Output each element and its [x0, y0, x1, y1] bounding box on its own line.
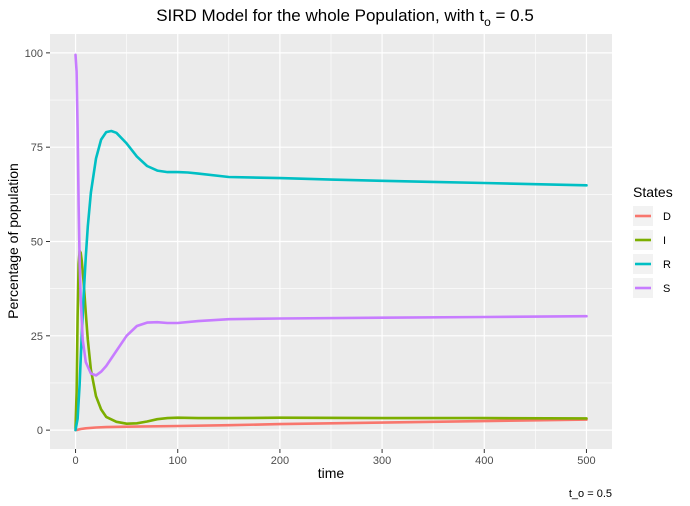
- x-tick-label: 500: [577, 455, 595, 467]
- y-tick-label: 75: [31, 142, 43, 154]
- chart-title-subscript: o: [484, 15, 491, 29]
- y-axis-title: Percentage of population: [5, 163, 21, 319]
- legend-title: States: [633, 184, 673, 200]
- x-axis-title: time: [318, 465, 345, 481]
- legend-label-i: I: [663, 235, 666, 247]
- series-line-r: [74, 129, 588, 432]
- chart-title-suffix: = 0.5: [491, 6, 534, 25]
- series-line-d: [74, 418, 588, 432]
- series-line-s: [74, 53, 588, 377]
- x-tick-label: 400: [475, 455, 493, 467]
- plot-caption: t_o = 0.5: [569, 488, 612, 500]
- x-tick-label: 300: [373, 455, 391, 467]
- y-tick-label: 50: [31, 237, 43, 249]
- chart-title: SIRD Model for the whole Population, wit…: [156, 6, 534, 29]
- legend-label-r: R: [663, 259, 671, 271]
- legend-label-d: D: [663, 211, 671, 223]
- series-layer: [74, 53, 588, 432]
- legend-label-s: S: [663, 283, 670, 295]
- y-tick-label: 25: [31, 331, 43, 343]
- y-tick-label: 100: [25, 48, 43, 60]
- chart-title-main: SIRD Model for the whole Population, wit…: [156, 6, 484, 25]
- x-tick-label: 100: [169, 455, 187, 467]
- y-tick-label: 0: [37, 425, 43, 437]
- plot-panel: [50, 34, 612, 449]
- axes: 0 100 200 300 400 500 0 25 50 75 100: [25, 48, 596, 467]
- x-tick-label: 0: [72, 455, 78, 467]
- x-tick-label: 200: [271, 455, 289, 467]
